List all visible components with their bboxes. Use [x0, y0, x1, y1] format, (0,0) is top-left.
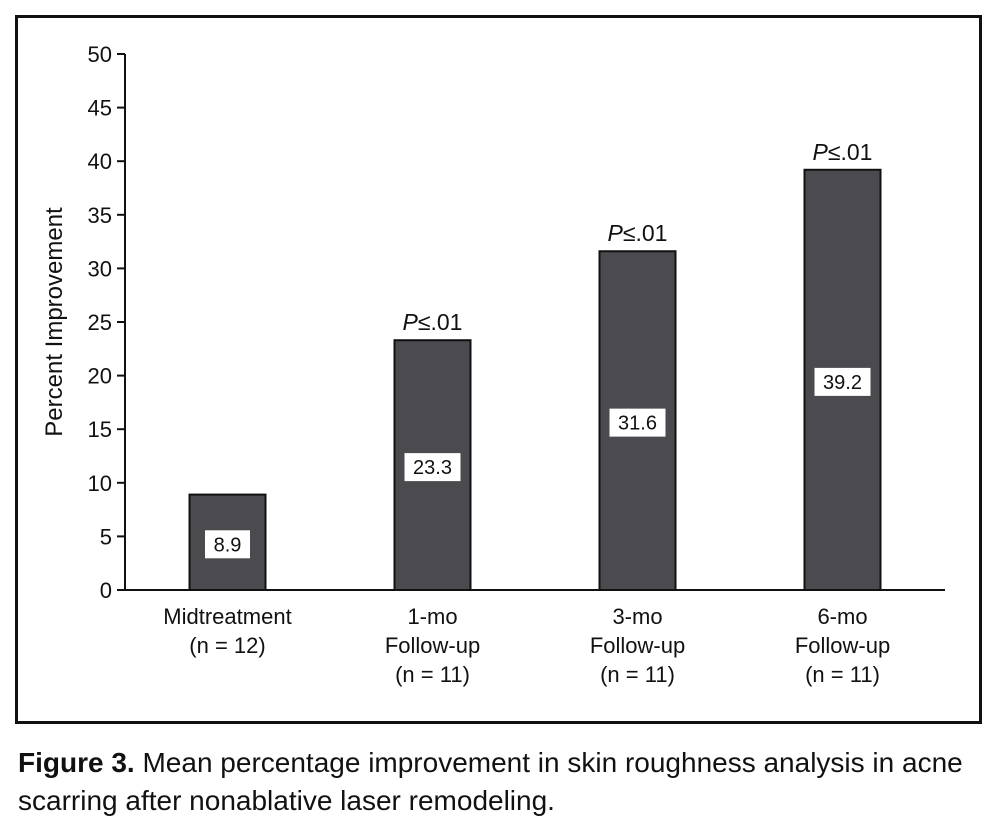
bar-chart: 0 5 10 15 20 25 30 35 40 45 50 Midtreatment (n = 12… [0, 0, 1000, 740]
x-tick-label: Follow-up [795, 633, 890, 658]
y-tick-label: 40 [88, 149, 112, 174]
x-tick-label: (n = 11) [805, 662, 880, 687]
x-tick-label: (n = 12) [189, 633, 265, 658]
x-tick-label: Midtreatment [163, 604, 291, 629]
y-tick-label: 50 [88, 42, 112, 67]
data-label: 23.3 [413, 457, 452, 479]
x-tick-label: Follow-up [590, 633, 685, 658]
y-tick-label: 35 [88, 203, 112, 228]
y-tick-label: 15 [88, 417, 112, 442]
significance-label: P≤.01 [608, 220, 668, 246]
y-axis: 0 5 10 15 20 25 30 35 40 45 50 [88, 42, 125, 603]
significance-label: P≤.01 [403, 309, 463, 335]
y-tick-label: 0 [100, 578, 112, 603]
y-axis-label: Percent Improvement [41, 207, 68, 437]
x-axis: Midtreatment (n = 12) 1-mo Follow-up (n = 11… [125, 590, 945, 687]
bars: 8.9 23.3 31.6 39.2 [190, 170, 881, 590]
x-tick-label: (n = 11) [600, 662, 675, 687]
y-tick-label: 30 [88, 256, 112, 281]
x-tick-label: 6-mo [817, 604, 867, 629]
y-tick-label: 10 [88, 471, 112, 496]
x-tick-label: (n = 11) [395, 662, 470, 687]
y-tick-label: 25 [88, 310, 112, 335]
figure-caption: Figure 3. Mean percentage improvement in… [18, 744, 988, 820]
data-label: 39.2 [823, 372, 862, 394]
data-label: 31.6 [618, 413, 657, 435]
x-tick-label: 1-mo [407, 604, 457, 629]
caption-label: Figure 3. [18, 747, 135, 778]
y-tick-label: 5 [100, 524, 112, 549]
x-tick-label: Follow-up [385, 633, 480, 658]
caption-text: Mean percentage improvement in skin roug… [18, 747, 963, 816]
y-tick-label: 20 [88, 364, 112, 389]
data-label: 8.9 [214, 534, 242, 556]
x-tick-label: 3-mo [612, 604, 662, 629]
y-tick-label: 45 [88, 96, 112, 121]
significance-label: P≤.01 [813, 139, 873, 165]
